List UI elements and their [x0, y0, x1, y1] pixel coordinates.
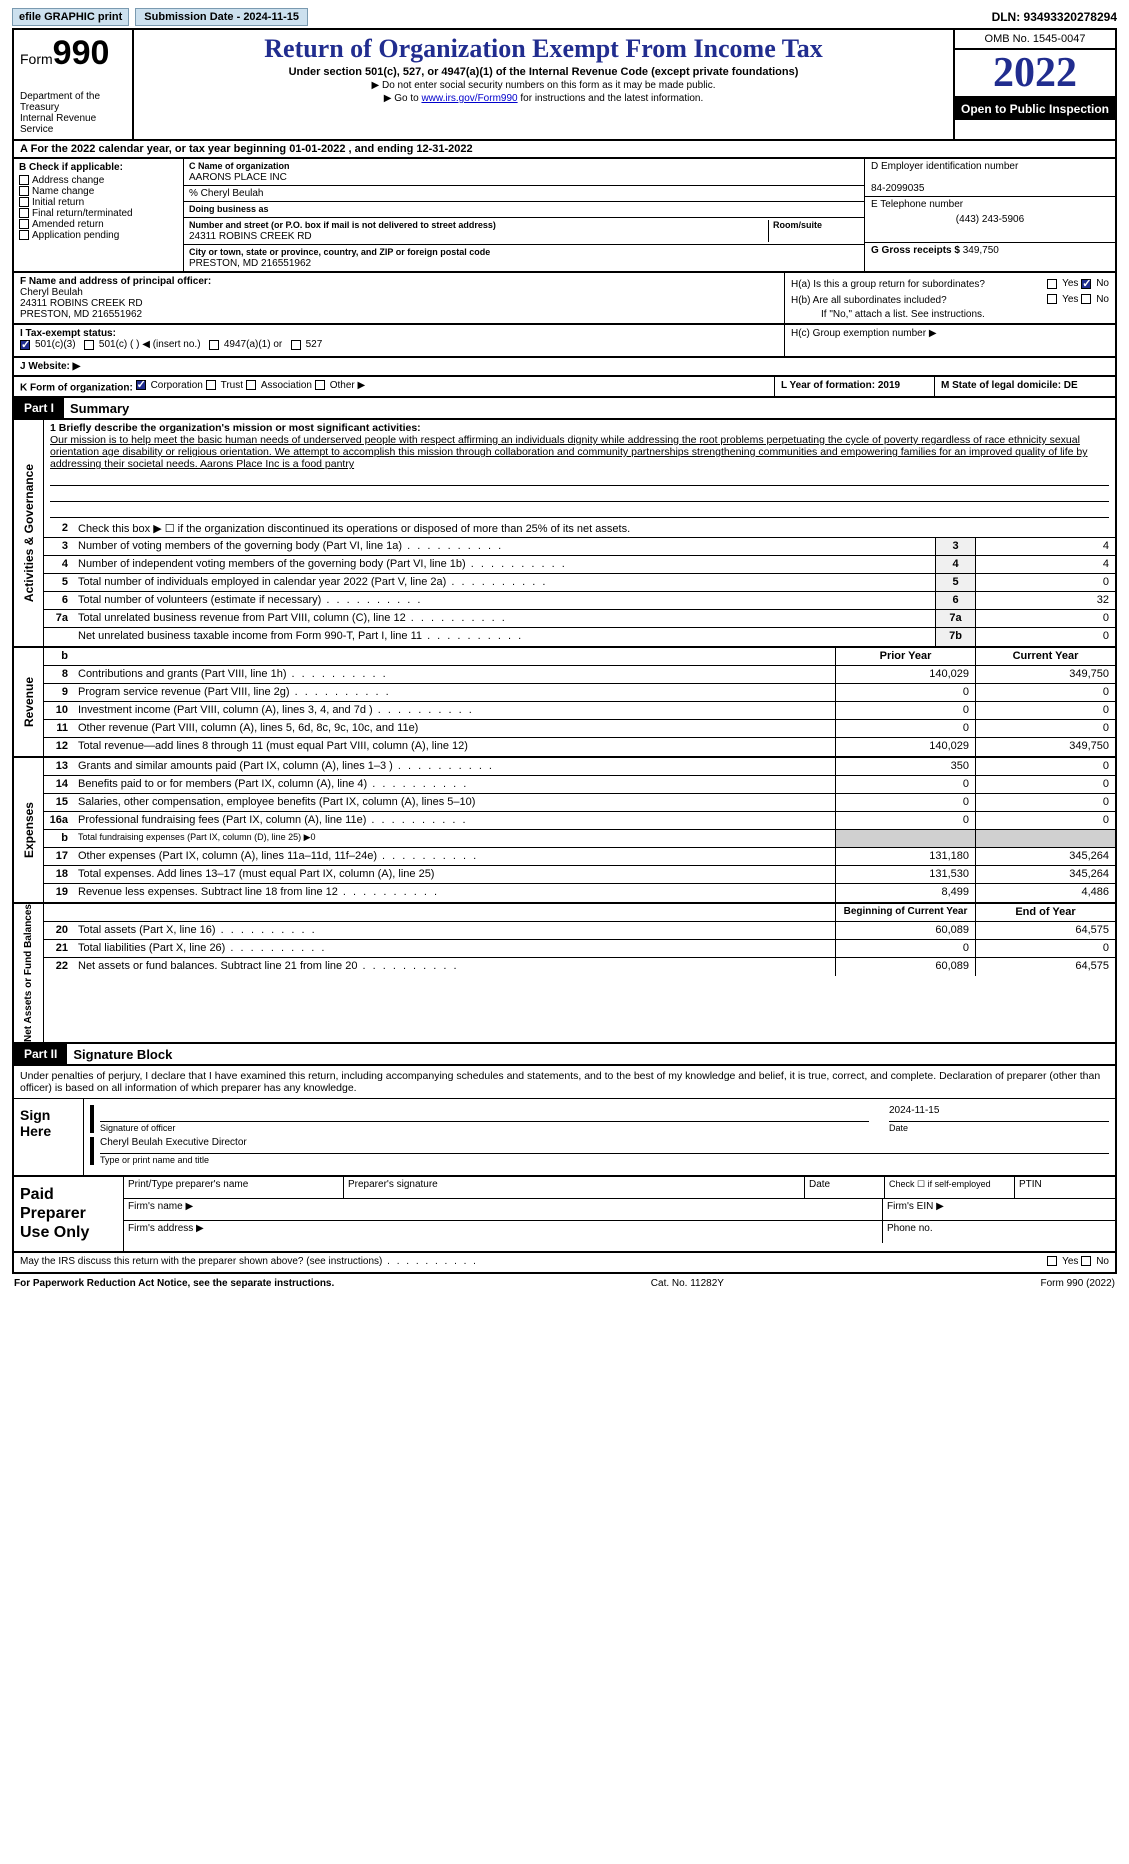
dept-irs: Internal Revenue Service	[20, 113, 126, 135]
page-footer: For Paperwork Reduction Act Notice, see …	[12, 1274, 1117, 1293]
topbar: efile GRAPHIC print Submission Date - 20…	[12, 8, 1117, 30]
part1-header: Part ISummary	[12, 398, 1117, 420]
care-of: % Cheryl Beulah	[184, 186, 864, 202]
vlabel-revenue: Revenue	[22, 677, 36, 727]
box-b: B Check if applicable: Address change Na…	[14, 159, 184, 271]
row-a-tax-year: A For the 2022 calendar year, or tax yea…	[12, 141, 1117, 159]
vlabel-net-assets: Net Assets or Fund Balances	[23, 904, 34, 1042]
vlabel-governance: Activities & Governance	[22, 464, 36, 602]
sig-date: 2024-11-15	[889, 1105, 1109, 1121]
ein: 84-2099035	[871, 183, 924, 194]
note-link: ▶ Go to www.irs.gov/Form990 for instruct…	[142, 93, 945, 104]
irs-link[interactable]: www.irs.gov/Form990	[421, 93, 517, 104]
form-number: Form990	[20, 34, 126, 73]
box-d-e-g: D Employer identification number84-20990…	[865, 159, 1115, 271]
form-header: Form990 Department of the Treasury Inter…	[12, 30, 1117, 141]
row-f-h: F Name and address of principal officer:…	[12, 273, 1117, 325]
signature-block: Under penalties of perjury, I declare th…	[12, 1066, 1117, 1177]
omb-number: OMB No. 1545-0047	[955, 30, 1115, 50]
officer-addr2: PRESTON, MD 216551962	[20, 309, 142, 320]
paid-preparer-block: Paid Preparer Use Only Print/Type prepar…	[12, 1177, 1117, 1253]
activities-governance: Activities & Governance 1 Briefly descri…	[12, 420, 1117, 648]
row-j: J Website: ▶	[12, 358, 1117, 377]
efile-graphic-button[interactable]: efile GRAPHIC print	[12, 8, 129, 26]
org-name: AARONS PLACE INC	[189, 172, 287, 183]
row-k-l-m: K Form of organization: Corporation Trus…	[12, 377, 1117, 399]
box-c: C Name of organizationAARONS PLACE INC %…	[184, 159, 865, 271]
revenue-section: Revenue bPrior YearCurrent Year 8Contrib…	[12, 648, 1117, 758]
street-address: 24311 ROBINS CREEK RD	[189, 231, 312, 242]
mission-text: Our mission is to help meet the basic hu…	[50, 434, 1088, 470]
tax-year: 2022	[955, 50, 1115, 98]
expenses-section: Expenses 13Grants and similar amounts pa…	[12, 758, 1117, 904]
perjury-declaration: Under penalties of perjury, I declare th…	[14, 1066, 1115, 1098]
discuss-row: May the IRS discuss this return with the…	[12, 1253, 1117, 1275]
dept-treasury: Department of the Treasury	[20, 91, 126, 113]
part2-header: Part IISignature Block	[12, 1044, 1117, 1066]
row-i-hc: I Tax-exempt status: 501(c)(3) 501(c) ( …	[12, 325, 1117, 358]
officer-addr1: 24311 ROBINS CREEK RD	[20, 298, 143, 309]
form-title: Return of Organization Exempt From Incom…	[142, 34, 945, 64]
submission-date-button[interactable]: Submission Date - 2024-11-15	[135, 8, 308, 26]
officer-sig-name: Cheryl Beulah Executive Director	[100, 1137, 1109, 1153]
open-to-public: Open to Public Inspection	[955, 98, 1115, 120]
phone: (443) 243-5906	[871, 214, 1109, 225]
form-subtitle: Under section 501(c), 527, or 4947(a)(1)…	[142, 66, 945, 78]
vlabel-expenses: Expenses	[22, 802, 36, 858]
paid-preparer-label: Paid Preparer Use Only	[14, 1177, 124, 1251]
note-ssn: ▶ Do not enter social security numbers o…	[142, 80, 945, 91]
city-state-zip: PRESTON, MD 216551962	[189, 258, 311, 269]
officer-name: Cheryl Beulah	[20, 287, 83, 298]
dln: DLN: 93493320278294	[992, 10, 1117, 24]
sign-here-label: Sign Here	[14, 1099, 84, 1175]
entity-block: B Check if applicable: Address change Na…	[12, 159, 1117, 273]
gross-receipts: 349,750	[963, 245, 999, 256]
net-assets-section: Net Assets or Fund Balances Beginning of…	[12, 904, 1117, 1044]
